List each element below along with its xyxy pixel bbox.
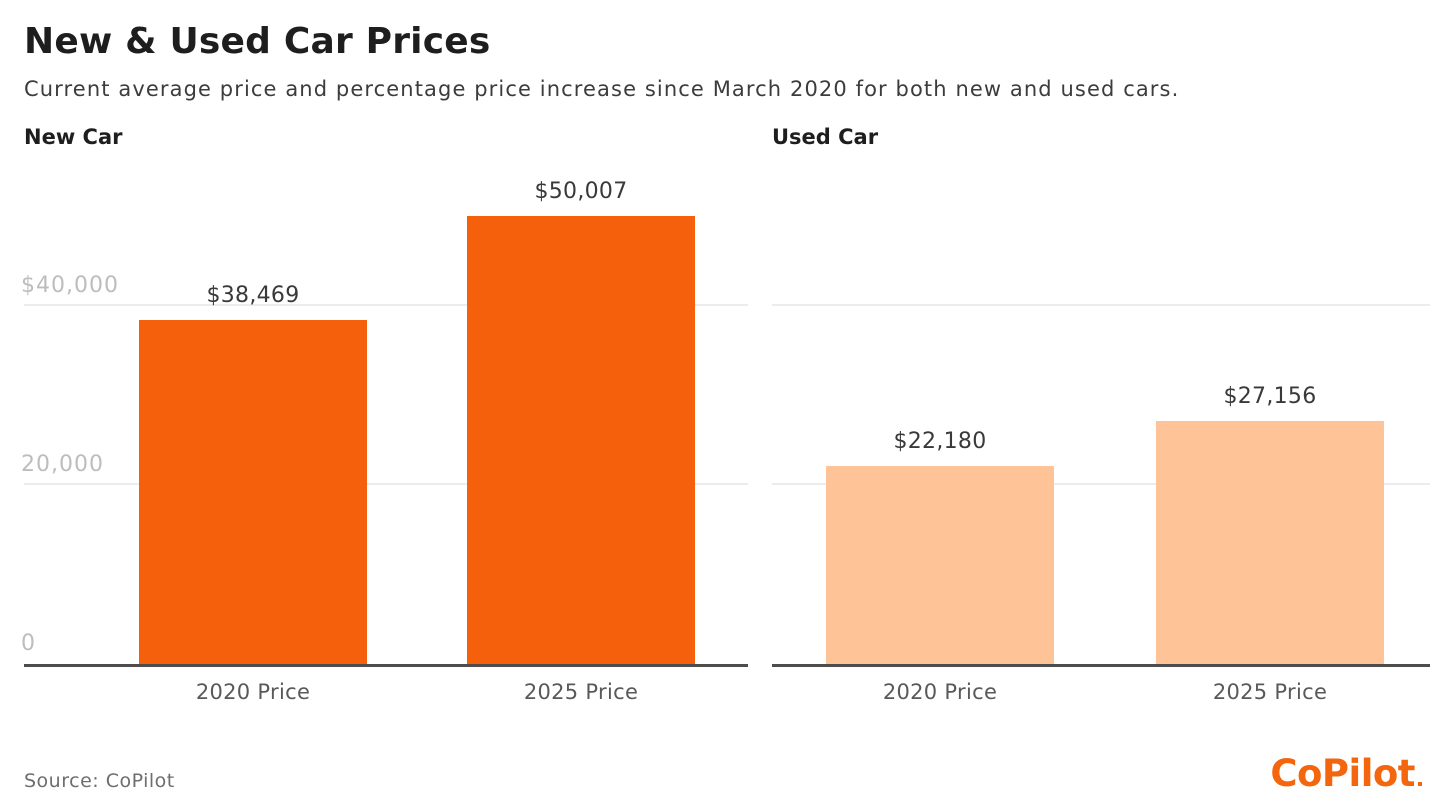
used-car-chart: Used Car $22,180 $27,156 2020 Price 2025… <box>772 126 1430 711</box>
value-label-used-2025: $27,156 <box>1223 383 1317 409</box>
y-axis-tick-label: 20,000 <box>21 452 104 477</box>
bar-used-2020 <box>826 465 1054 664</box>
trademark-dot <box>1418 782 1422 786</box>
value-label-used-2020: $22,180 <box>893 428 987 454</box>
y-axis-tick-label: $40,000 <box>21 273 119 298</box>
value-label-new-2020: $38,469 <box>206 282 300 308</box>
used-car-x-axis: 2020 Price 2025 Price <box>772 667 1430 711</box>
x-label-new-2020: 2020 Price <box>195 680 311 704</box>
page-title: New & Used Car Prices <box>24 21 491 62</box>
x-label-used-2020: 2020 Price <box>882 680 998 704</box>
gridline-40000 <box>24 304 748 306</box>
used-car-plot-area: $22,180 $27,156 <box>772 164 1430 667</box>
bar-group-new-2020: $38,469 <box>139 283 367 664</box>
bar-group-used-2020: $22,180 <box>826 428 1054 664</box>
new-car-plot-area: $38,469 $50,007 0 20,000 $40,000 <box>21 164 748 667</box>
value-label-new-2025: $50,007 <box>534 179 628 205</box>
bar-group-used-2025: $27,156 <box>1156 384 1384 664</box>
bar-group-new-2025: $50,007 <box>467 179 695 664</box>
footer: Source: CoPilot CoPilot <box>24 755 1422 792</box>
new-car-x-axis: 2020 Price 2025 Price <box>24 667 748 711</box>
gridline-40000 <box>772 304 1430 306</box>
x-label-new-2025: 2025 Price <box>523 680 639 704</box>
bar-new-2020 <box>139 319 367 664</box>
y-axis-tick-label: 0 <box>21 631 36 656</box>
bar-used-2025 <box>1156 420 1384 664</box>
source-credit: Source: CoPilot <box>24 770 175 792</box>
x-label-used-2025: 2025 Price <box>1212 680 1328 704</box>
bar-new-2025 <box>467 216 695 664</box>
copilot-logo: CoPilot <box>1270 755 1422 792</box>
gridline-20000 <box>24 483 748 485</box>
charts-row: New Car $38,469 $50,007 0 20,000 $40,000 2… <box>21 125 1430 711</box>
copilot-logo-text: CoPilot <box>1270 752 1415 795</box>
new-car-chart-title: New Car <box>24 125 123 149</box>
used-car-chart-title: Used Car <box>772 125 879 149</box>
gridline-20000 <box>772 483 1430 485</box>
new-car-chart: New Car $38,469 $50,007 0 20,000 $40,000 2… <box>21 125 748 711</box>
page-subtitle: Current average price and percentage pri… <box>24 77 1180 101</box>
